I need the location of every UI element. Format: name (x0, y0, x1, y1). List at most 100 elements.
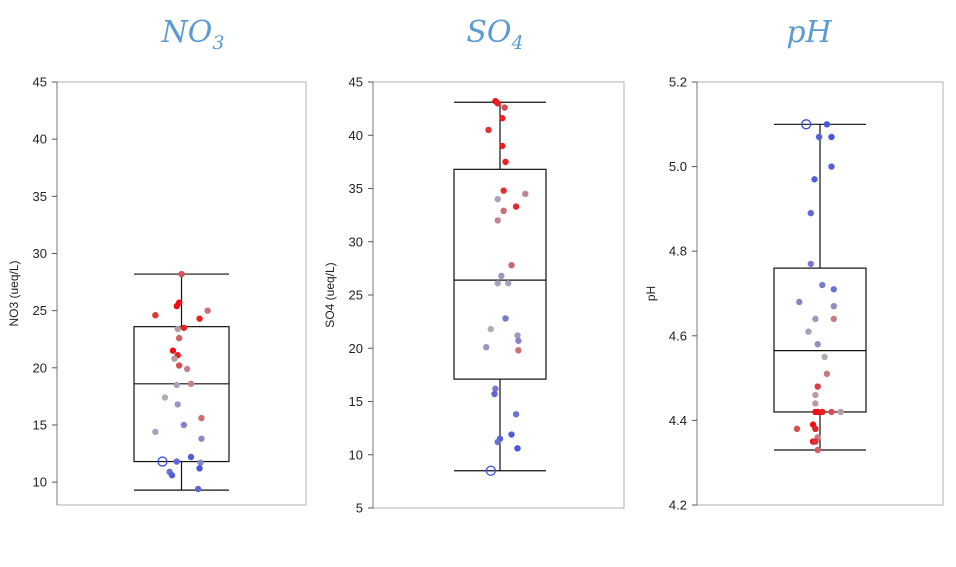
y-tick-label: 30 (33, 246, 47, 261)
data-point (512, 203, 520, 210)
data-point (499, 142, 506, 150)
data-point (830, 286, 837, 293)
y-tick-label: 25 (349, 288, 363, 303)
data-point (168, 472, 176, 479)
data-point (161, 394, 169, 401)
data-point (494, 195, 501, 203)
chart-panel-1: NO3 10 15 20 25 30 35 40 45 NO3 (ueq/L) (7, 15, 307, 506)
data-point (812, 391, 819, 399)
data-point (152, 312, 159, 319)
data-point (815, 133, 823, 141)
data-point (494, 280, 501, 287)
data-point (174, 325, 181, 333)
y-tick-label: 20 (33, 360, 47, 375)
chart-panel-3: pH 4.2 4.4 4.6 4.8 5.0 5.2 pH (644, 15, 944, 513)
data-point (819, 281, 826, 289)
iqr-box (453, 168, 547, 380)
data-point (508, 431, 515, 438)
y-tick-label: 10 (33, 475, 47, 490)
data-point (515, 337, 522, 344)
chart-title-main: pH (786, 15, 832, 50)
y-tick-label: 30 (349, 234, 363, 249)
data-point (169, 347, 177, 354)
chart-title-subscript: 4 (511, 32, 524, 54)
chart-title-main: SO (466, 15, 511, 50)
y-tick-label: 45 (349, 75, 363, 90)
chart-title: NO3 (161, 15, 225, 54)
data-point (512, 411, 520, 418)
data-point (180, 421, 188, 429)
y-tick-label: 40 (349, 128, 363, 143)
data-point (483, 343, 490, 351)
data-point (514, 332, 521, 339)
chart-title: pH (786, 15, 832, 50)
open-data-point (801, 119, 812, 130)
data-point (830, 315, 837, 323)
y-tick-label: 15 (33, 417, 47, 432)
y-tick-label: 4.6 (669, 328, 687, 343)
data-point (198, 435, 205, 442)
data-point (173, 381, 180, 389)
open-data-point (485, 465, 496, 476)
data-point (187, 380, 195, 388)
chart-title: SO4 (466, 15, 523, 54)
data-point (830, 302, 837, 310)
data-point (814, 341, 821, 348)
data-point (494, 100, 501, 107)
data-point (812, 438, 819, 445)
data-point (807, 209, 814, 217)
data-point (187, 453, 195, 461)
data-point (173, 458, 180, 465)
open-data-point (157, 456, 168, 467)
y-tick-label: 10 (349, 447, 363, 462)
data-point (812, 425, 819, 433)
data-point (173, 302, 180, 310)
data-point (196, 315, 203, 322)
data-point (204, 307, 211, 314)
y-axis-label: pH (644, 286, 658, 301)
y-tick-label: 5 (356, 501, 363, 516)
data-point (828, 163, 835, 170)
y-tick-label: 5.0 (669, 159, 687, 174)
data-point (807, 260, 814, 268)
y-axis-label: SO4 (ueq/L) (323, 262, 337, 327)
data-point (184, 365, 191, 373)
data-point (522, 190, 529, 198)
data-point (175, 334, 183, 342)
chart-title-subscript: 3 (212, 32, 224, 54)
data-point (494, 438, 501, 446)
data-point (500, 207, 507, 215)
data-point (819, 408, 826, 416)
y-tick-label: 20 (349, 341, 363, 356)
data-point (494, 217, 501, 224)
data-point (508, 261, 515, 269)
y-tick-label: 15 (349, 394, 363, 409)
data-point (812, 315, 819, 323)
data-point (837, 408, 844, 416)
y-tick-label: 35 (349, 181, 363, 196)
chart-title-main: NO (161, 15, 213, 50)
y-tick-label: 4.4 (669, 413, 687, 428)
data-point (194, 485, 202, 493)
data-point (814, 408, 821, 416)
y-tick-label: 40 (33, 132, 47, 147)
data-point (823, 121, 831, 128)
data-point (793, 425, 801, 433)
data-point (152, 428, 159, 436)
data-point (811, 176, 818, 183)
data-point (515, 347, 522, 354)
data-point (823, 370, 831, 378)
data-point (514, 445, 521, 452)
data-point (814, 446, 821, 454)
data-point (174, 401, 181, 408)
data-point (814, 383, 821, 390)
y-axis-label: NO3 (ueq/L) (7, 260, 21, 326)
data-point (828, 133, 835, 141)
iqr-box (133, 326, 230, 463)
y-tick-label: 35 (33, 189, 47, 204)
data-point (196, 465, 203, 472)
data-point (171, 355, 178, 362)
data-point (485, 126, 492, 134)
data-point (492, 385, 499, 392)
